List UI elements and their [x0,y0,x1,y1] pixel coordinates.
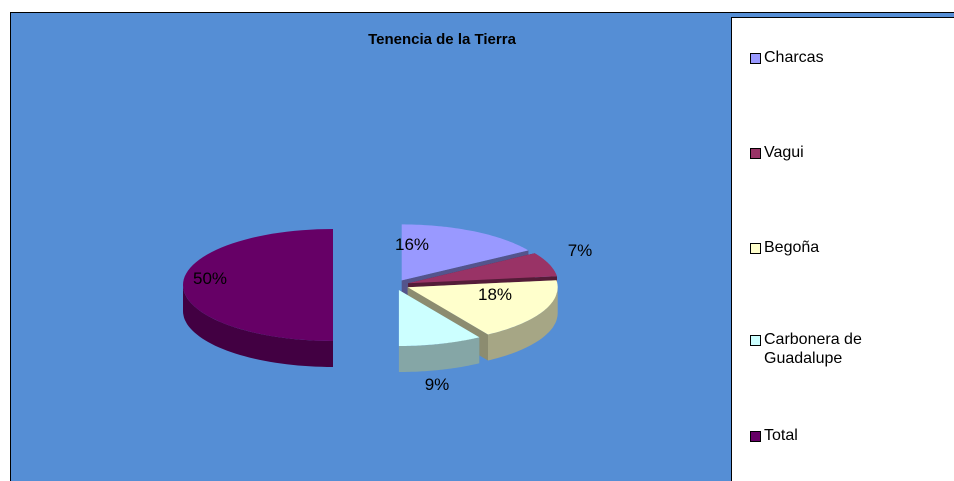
legend-item: Carbonera de Guadalupe [750,330,900,368]
data-label: 7% [568,241,593,260]
legend-label: Charcas [764,49,824,66]
legend-item: Total [750,426,900,445]
legend: Charcas Vagui Begoña Carbonera de Guadalupe… [731,17,954,481]
slice-wall [398,337,480,372]
chart-title: Tenencia de la Tierra [368,31,517,48]
data-label: 16% [395,235,429,254]
slice-top [401,224,529,281]
legend-swatch [750,148,761,159]
slice-wall [488,287,558,361]
legend-label: Total [764,427,798,444]
legend-swatch [750,431,761,442]
data-label: 9% [425,375,450,394]
legend-item: Begoña [750,238,900,257]
slice-top [408,253,557,284]
legend-label: Vagui [764,144,804,161]
chart: Tenencia de la Tierra 16% 7% 18% 9% 50% [183,31,593,394]
legend-item: Vagui [750,143,900,162]
slice-top [407,280,558,335]
data-label: 18% [478,285,512,304]
legend-label: Carbonera de Guadalupe [764,331,862,367]
slice-top [183,229,333,341]
slice-top [398,290,480,346]
pie-slice [183,229,333,367]
slice-wall [183,285,333,367]
legend-swatch [750,53,761,64]
legend-swatch [750,335,761,346]
pie-slice [398,290,480,372]
data-label: 50% [193,269,227,288]
legend-item: Charcas [750,48,900,67]
legend-label: Begoña [764,239,820,256]
legend-swatch [750,243,761,254]
